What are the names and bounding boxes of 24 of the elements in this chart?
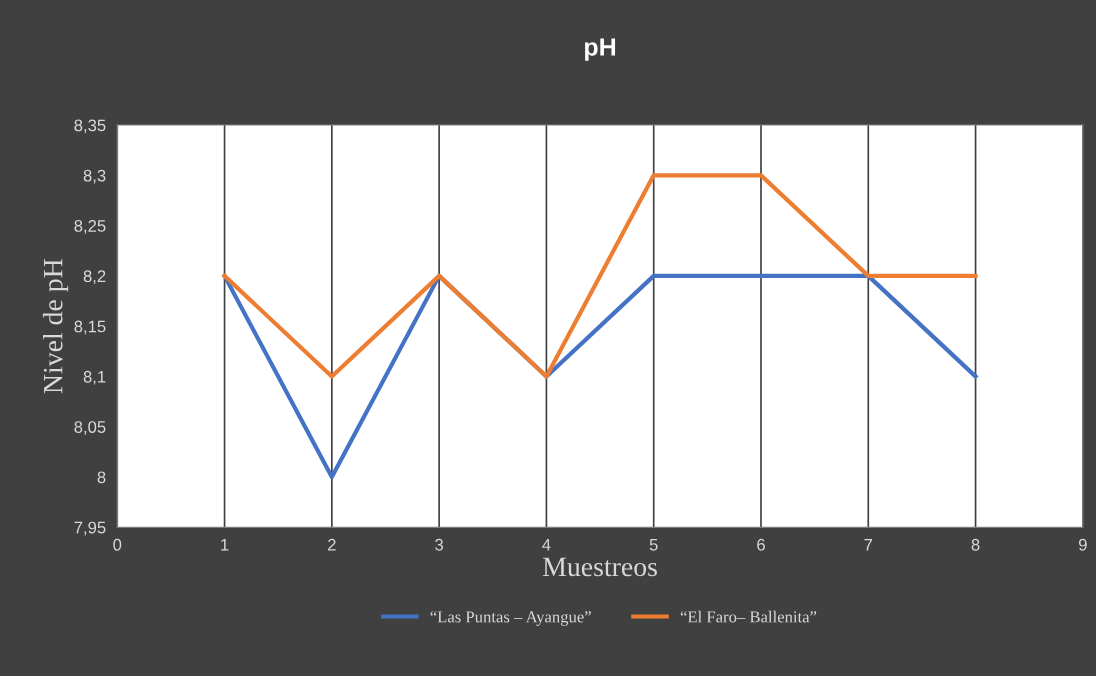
x-tick-label: 8 <box>971 538 980 551</box>
y-axis-title: Nivel de pH <box>42 259 69 394</box>
chart-title: pH <box>585 38 616 61</box>
y-tick-label: 8,35 <box>74 119 106 134</box>
x-tick-label: 1 <box>221 539 229 551</box>
x-tick-label: 0 <box>113 538 122 551</box>
x-tick-label: 2 <box>328 538 336 551</box>
y-tick-label: 8,05 <box>74 421 106 435</box>
y-tick-label: 8,3 <box>83 169 106 184</box>
y-tick-label: 8,25 <box>74 220 106 234</box>
y-tick-label: 8,2 <box>83 270 106 285</box>
x-tick-label: 5 <box>649 539 658 551</box>
legend-label: “Las Puntas – Ayangue” <box>430 611 591 626</box>
x-axis-title: Muestreos <box>542 557 657 577</box>
y-tick-label: 7,95 <box>74 521 106 536</box>
y-tick-label: 8 <box>97 471 106 484</box>
y-tick-label: 8,15 <box>74 320 106 335</box>
x-tick-label: 6 <box>757 538 765 551</box>
x-tick-label: 7 <box>864 539 873 551</box>
x-tick-label: 3 <box>435 538 444 551</box>
x-tick-label: 9 <box>1079 538 1087 551</box>
x-tick-label: 4 <box>542 539 551 551</box>
legend-label: “El Faro– Ballenita” <box>680 610 817 623</box>
y-tick-label: 8,1 <box>83 370 106 385</box>
